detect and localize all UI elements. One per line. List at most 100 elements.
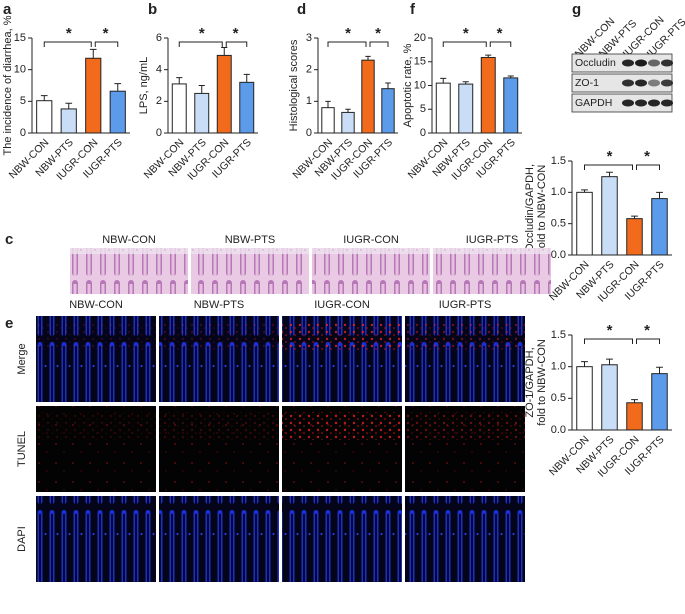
- error-bar: [656, 366, 663, 374]
- band-label: Occludin: [575, 57, 616, 69]
- y-tick-label: 0.5: [551, 218, 566, 230]
- error-bar: [325, 100, 331, 108]
- y-tick-label: 10: [414, 79, 426, 91]
- image-label: IUGR-CON: [343, 234, 399, 246]
- tunel-signal: [405, 412, 525, 440]
- error-bar: [198, 85, 205, 94]
- error-bar: [656, 191, 663, 199]
- y-axis-label: Apoptotic rate, %: [402, 43, 414, 127]
- bar: [341, 111, 355, 134]
- histology-image: [433, 248, 551, 294]
- y-axis-label: LPS, ng/mL: [138, 57, 150, 114]
- significance-label: *: [644, 148, 650, 165]
- row-label: TUNEL: [16, 431, 28, 467]
- tunel-signal: [282, 412, 402, 440]
- bar: [171, 83, 187, 134]
- bar: [601, 364, 618, 431]
- y-tick-label: 2: [306, 64, 312, 76]
- y-tick-label: 1.0: [551, 186, 566, 198]
- tunel-signal: [36, 322, 156, 350]
- error-bar: [221, 47, 228, 56]
- significance-bracket: [94, 41, 119, 47]
- histology-image: [312, 248, 430, 294]
- significance-bracket: [584, 338, 633, 344]
- significance-bracket: [489, 41, 512, 47]
- image-lumen: [70, 248, 188, 254]
- blot-band: [661, 99, 673, 107]
- image-label: NBW-CON: [69, 299, 123, 311]
- significance-label: *: [199, 25, 205, 42]
- y-tick-label: 0: [306, 127, 312, 139]
- significance-label: *: [644, 322, 650, 339]
- tunel-signal: [159, 412, 279, 440]
- bar: [626, 218, 643, 256]
- bar: [626, 402, 643, 431]
- y-tick-label: 4: [156, 64, 162, 76]
- y-tick-label: 1.0: [551, 361, 566, 373]
- significance-bracket: [584, 164, 633, 170]
- histology-image: [70, 248, 188, 294]
- image-lumen: [433, 248, 551, 254]
- y-axis-label: ZO-1/GAPDH,: [524, 347, 536, 417]
- error-bar: [65, 102, 73, 109]
- fluorescence-image: [405, 496, 525, 582]
- y-tick-label: 1.5: [551, 155, 566, 167]
- significance-label: *: [497, 25, 503, 42]
- row-label: Merge: [16, 343, 28, 374]
- bar: [458, 83, 474, 134]
- bar: [381, 88, 395, 134]
- blot-band: [648, 99, 660, 107]
- significance-bracket: [636, 164, 660, 170]
- panel-letter: d: [297, 1, 306, 18]
- significance-label: *: [345, 25, 351, 42]
- significance-label: *: [607, 148, 613, 165]
- blot-band: [661, 59, 673, 67]
- bar: [480, 56, 496, 134]
- y-tick-label: 0: [156, 127, 162, 139]
- y-tick-label: 5: [420, 103, 426, 115]
- y-tick-label: 3: [306, 32, 312, 44]
- bar: [321, 107, 335, 134]
- y-tick-label: 0.0: [551, 424, 566, 436]
- band-label: GAPDH: [575, 97, 612, 109]
- error-bar: [176, 77, 183, 84]
- bar: [85, 57, 102, 134]
- band-label: ZO-1: [575, 77, 599, 89]
- y-tick-label: 0: [20, 127, 26, 139]
- y-axis-label: fold to NBW-CON: [536, 165, 548, 252]
- error-bar: [114, 83, 122, 92]
- error-bar: [89, 48, 97, 59]
- y-axis-label: fold to NBW-CON: [536, 339, 548, 426]
- image-lumen: [312, 248, 430, 254]
- blot-band: [622, 59, 634, 67]
- tunel-signal: [405, 322, 525, 350]
- y-tick-label: 20: [414, 32, 426, 44]
- panel-letter: b: [148, 1, 157, 18]
- row-label: DAPI: [16, 526, 28, 552]
- error-bar: [606, 171, 613, 177]
- bar: [576, 191, 593, 256]
- y-axis-label: The incidence of diarrhea, %: [2, 15, 14, 155]
- bar: [36, 100, 53, 134]
- panel-letter: c: [5, 231, 13, 248]
- y-axis-label: Occludin/GAPDH,: [524, 164, 536, 252]
- panel-letter: f: [410, 1, 416, 18]
- significance-label: *: [233, 25, 239, 42]
- histology-image: [191, 248, 309, 294]
- y-tick-label: 0.5: [551, 392, 566, 404]
- image-label: NBW-PTS: [225, 234, 276, 246]
- bar: [216, 54, 232, 134]
- error-bar: [581, 361, 588, 367]
- blot-band: [622, 99, 634, 107]
- y-tick-label: 0: [420, 127, 426, 139]
- bar: [435, 82, 451, 134]
- panel-letter: e: [5, 315, 13, 332]
- bar: [651, 198, 668, 256]
- y-tick-label: 5: [20, 95, 26, 107]
- bar: [601, 176, 618, 256]
- image-label: IUGR-PTS: [439, 299, 492, 311]
- error-bar: [385, 82, 391, 89]
- significance-bracket: [43, 41, 92, 47]
- fluorescence-image: [159, 496, 279, 582]
